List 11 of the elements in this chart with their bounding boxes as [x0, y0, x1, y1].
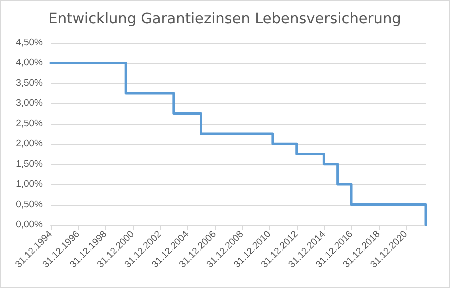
y-tick-label: 1,50% [16, 158, 44, 170]
y-tick-label: 1,00% [16, 179, 44, 190]
y-tick-label: 3,50% [16, 78, 44, 89]
y-tick-label: 2,00% [16, 138, 44, 150]
y-tick-label: 2,50% [16, 118, 44, 130]
chart-title: Entwicklung Garantiezinsen Lebensversicherung [48, 12, 402, 28]
y-tick-label: 0,50% [16, 199, 44, 210]
y-tick-label: 0,00% [16, 220, 44, 230]
y-tick-label: 3,00% [16, 98, 44, 110]
y-tick-label: 4,00% [16, 58, 44, 69]
y-tick-label: 4,50% [16, 38, 44, 48]
